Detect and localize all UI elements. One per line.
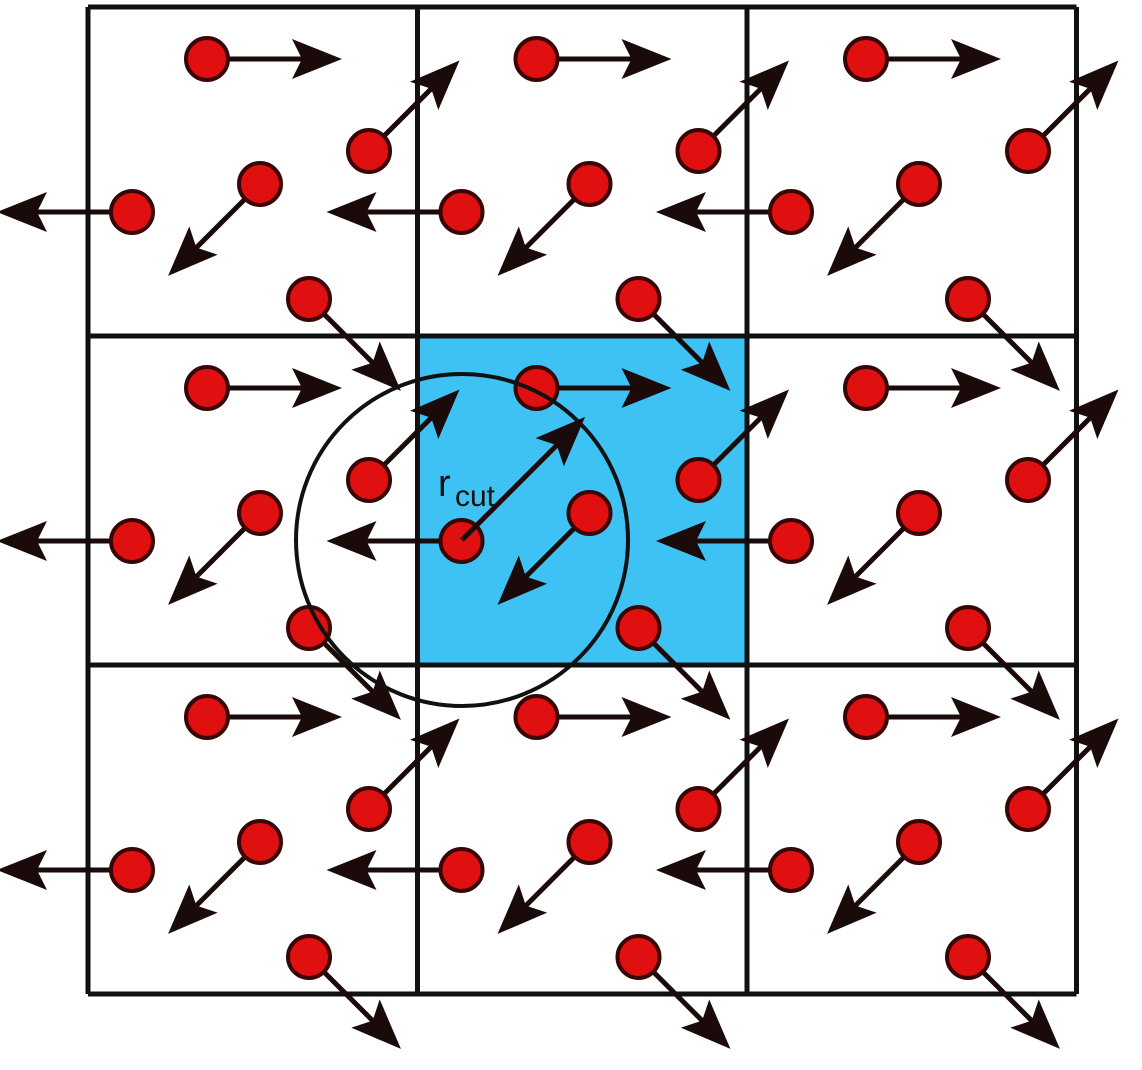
- particle: [346, 786, 392, 832]
- particle: [768, 518, 814, 564]
- particle: [237, 819, 283, 865]
- particle: [768, 847, 814, 893]
- cutoff-label-r: r: [438, 463, 451, 505]
- particle: [109, 189, 155, 235]
- particle: [237, 490, 283, 536]
- particle: [675, 128, 722, 174]
- particle: [945, 276, 991, 322]
- particle: [566, 490, 613, 536]
- particle: [945, 934, 991, 980]
- particle: [184, 694, 230, 740]
- particle: [438, 189, 485, 235]
- particle: [513, 694, 560, 740]
- particle: [843, 694, 889, 740]
- particle: [566, 161, 613, 207]
- particle: [843, 365, 889, 411]
- particle: [675, 457, 722, 503]
- particle: [184, 365, 230, 411]
- particle: [1005, 786, 1051, 832]
- particle: [566, 819, 613, 865]
- particles: [109, 36, 1051, 980]
- particle: [109, 518, 155, 564]
- particle: [615, 605, 662, 651]
- particle: [896, 490, 942, 536]
- particle: [1005, 457, 1051, 503]
- particle: [896, 161, 942, 207]
- particle: [286, 276, 332, 322]
- particle: [438, 847, 485, 893]
- particle: [675, 786, 722, 832]
- particle: [346, 128, 392, 174]
- particle: [945, 605, 991, 651]
- cell-grid: [85, 4, 1079, 997]
- particle: [615, 934, 662, 980]
- particle: [768, 189, 814, 235]
- particle: [615, 276, 662, 322]
- cutoff-circle: [294, 372, 630, 708]
- particle: [286, 605, 332, 651]
- particle: [109, 847, 155, 893]
- cutoff-radius-arrow: [460, 416, 586, 542]
- cutoff-label-subscript: cut: [455, 480, 496, 513]
- particle: [184, 36, 230, 82]
- particle: [286, 934, 332, 980]
- particle: [237, 161, 283, 207]
- particle: [896, 819, 942, 865]
- particle: [513, 36, 560, 82]
- particle: [843, 36, 889, 82]
- particle: [346, 457, 392, 503]
- particle: [513, 365, 560, 411]
- particle: [1005, 128, 1051, 174]
